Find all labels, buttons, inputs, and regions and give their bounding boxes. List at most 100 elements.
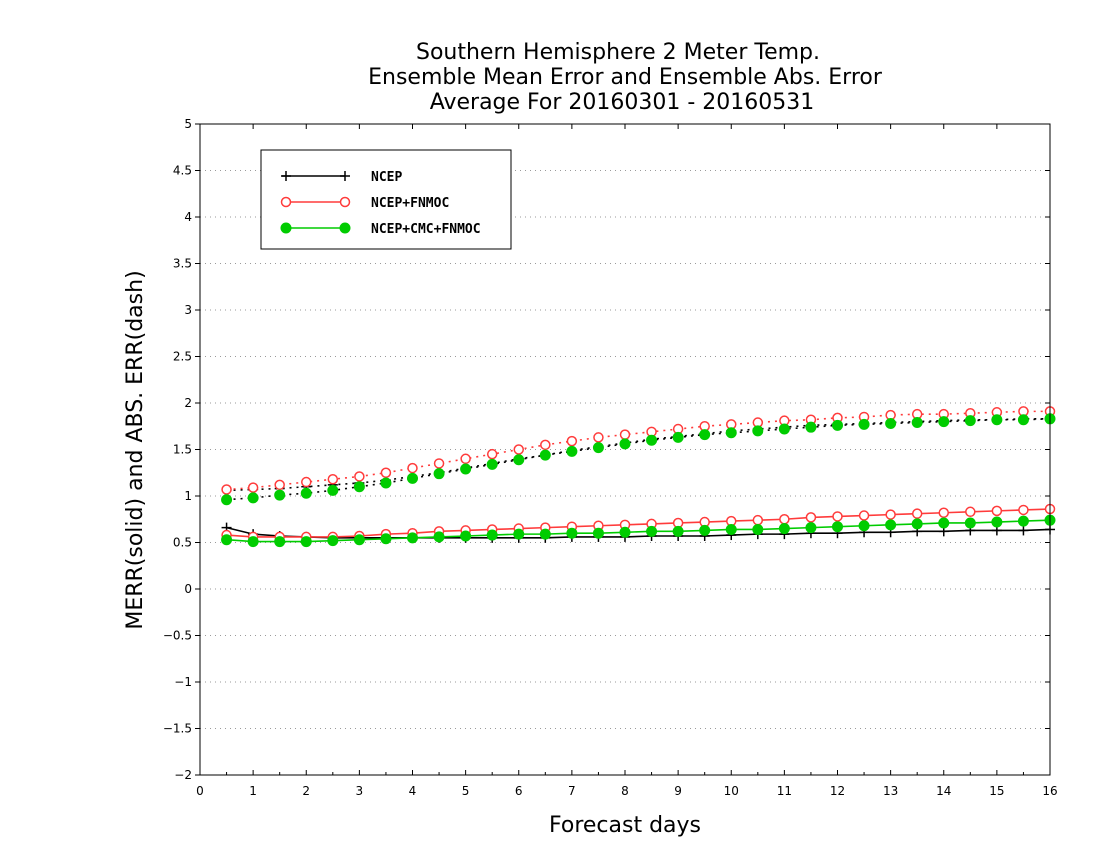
abs-err-point <box>619 438 631 450</box>
merr-point <box>327 535 339 547</box>
abs-err-point <box>486 458 498 470</box>
x-tick-label: 6 <box>515 784 523 798</box>
abs-err-point <box>566 435 578 447</box>
x-tick-label: 3 <box>356 784 364 798</box>
abs-err-point <box>380 477 392 489</box>
x-axis-ticks: 0 1 2 3 4 5 6 7 8 9 10 11 12 13 14 15 16 <box>196 124 1058 798</box>
legend-label: NCEP <box>371 170 402 185</box>
abs-err-point <box>593 432 604 443</box>
abs-err-point <box>885 417 897 429</box>
merr-point <box>619 526 631 538</box>
abs-err-point <box>433 468 445 480</box>
merr-point <box>353 534 365 546</box>
abs-err-point <box>832 419 843 431</box>
x-tick-label: 10 <box>724 784 739 798</box>
y-tick-label: −2 <box>174 768 192 782</box>
abs-err-point <box>513 444 524 455</box>
merr-point <box>592 527 604 539</box>
merr-point <box>805 512 817 523</box>
y-axis-ticks: −2 −1.5 −1 −0.5 0 0.5 1 1.5 2 2.5 3 3.5 4 4.5 5 <box>163 117 1050 782</box>
merr-point <box>938 517 950 529</box>
legend-item: NCEP+FNMOC <box>280 196 449 211</box>
merr-point <box>566 527 578 539</box>
legend-box <box>260 149 512 250</box>
y-tick-label: 0 <box>184 582 192 596</box>
merr-point <box>300 536 312 548</box>
merr-point <box>486 529 498 541</box>
x-tick-label: 11 <box>777 784 792 798</box>
series-abs-err-line <box>226 418 1050 492</box>
abs-err-point <box>858 418 870 430</box>
abs-err-point <box>672 431 684 443</box>
merr-point <box>752 523 764 535</box>
merr-point <box>539 528 551 540</box>
abs-err-point <box>301 476 312 488</box>
abs-err-point <box>433 458 445 469</box>
abs-err-point <box>938 416 950 428</box>
merr-point <box>247 536 259 548</box>
abs-err-point <box>486 448 498 460</box>
abs-err-point <box>354 471 365 482</box>
legend-item: NCEP+CMC+FNMOC <box>280 222 481 237</box>
y-tick-label: −1.5 <box>163 722 192 736</box>
abs-err-point <box>221 484 232 495</box>
merr-point <box>380 533 392 545</box>
y-tick-label: 3.5 <box>173 257 192 271</box>
merr-point <box>938 507 949 518</box>
merr-point <box>885 519 897 531</box>
abs-err-point <box>247 482 259 493</box>
abs-err-point <box>221 494 233 506</box>
plot-series <box>221 406 1056 548</box>
legend-label: NCEP+FNMOC <box>371 196 449 211</box>
merr-point <box>221 534 233 546</box>
merr-point <box>1017 515 1029 527</box>
x-tick-label: 16 <box>1042 784 1057 798</box>
abs-err-point <box>407 462 418 474</box>
abs-err-point <box>513 454 525 466</box>
x-tick-label: 1 <box>249 784 257 798</box>
legend: NCEP NCEP+FNMOC NCEP+CMC+FNMOC <box>260 149 512 250</box>
merr-point <box>858 520 870 532</box>
merr-point <box>965 506 976 518</box>
abs-err-point <box>911 417 923 429</box>
series-abs-err-line <box>226 410 1050 491</box>
y-tick-label: −1 <box>174 675 192 689</box>
y-tick-label: 2.5 <box>173 350 192 364</box>
merr-point <box>407 532 418 544</box>
merr-point <box>778 523 790 535</box>
abs-err-point <box>300 487 312 499</box>
merr-point <box>699 524 711 536</box>
abs-err-point <box>327 484 339 496</box>
merr-point <box>911 518 923 530</box>
merr-point <box>513 528 525 540</box>
abs-err-point <box>1017 414 1029 426</box>
legend-marker <box>339 196 351 208</box>
abs-err-point <box>460 463 472 475</box>
abs-err-point <box>991 414 1003 426</box>
x-tick-label: 5 <box>462 784 470 798</box>
abs-err-point <box>327 474 339 485</box>
x-tick-label: 2 <box>302 784 310 798</box>
x-axis-label: Forecast days <box>549 813 701 838</box>
legend-marker <box>339 222 351 234</box>
title-line-1: Southern Hemisphere 2 Meter Temp. <box>416 40 820 65</box>
abs-err-point <box>353 481 365 493</box>
legend-marker <box>281 171 291 181</box>
merr-point <box>858 510 870 521</box>
abs-err-point <box>699 429 711 441</box>
merr-point <box>433 531 445 543</box>
merr-point <box>832 521 843 533</box>
y-tick-label: 1.5 <box>173 443 192 457</box>
legend-marker <box>280 196 292 208</box>
merr-point <box>885 509 896 520</box>
y-tick-label: 5 <box>184 117 192 131</box>
x-tick-label: 15 <box>989 784 1004 798</box>
abs-err-point <box>592 442 604 454</box>
merr-point <box>752 514 764 526</box>
merr-point <box>964 517 976 529</box>
x-tick-label: 8 <box>621 784 629 798</box>
merr-point <box>1018 504 1029 516</box>
title-line-2: Ensemble Mean Error and Ensemble Abs. Er… <box>368 65 883 90</box>
abs-err-point <box>274 479 285 491</box>
